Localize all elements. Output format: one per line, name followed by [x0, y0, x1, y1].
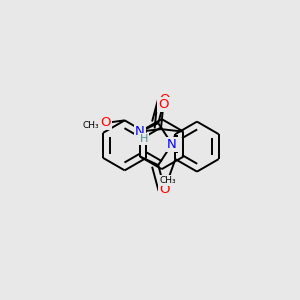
Text: O: O	[160, 92, 170, 106]
Text: CH₃: CH₃	[82, 121, 99, 130]
Text: O: O	[101, 116, 111, 129]
Text: N: N	[167, 138, 177, 151]
Text: N: N	[135, 125, 145, 138]
Text: CH₃: CH₃	[160, 176, 176, 185]
Text: H: H	[140, 134, 148, 144]
Text: O: O	[158, 98, 169, 111]
Text: O: O	[160, 183, 170, 196]
